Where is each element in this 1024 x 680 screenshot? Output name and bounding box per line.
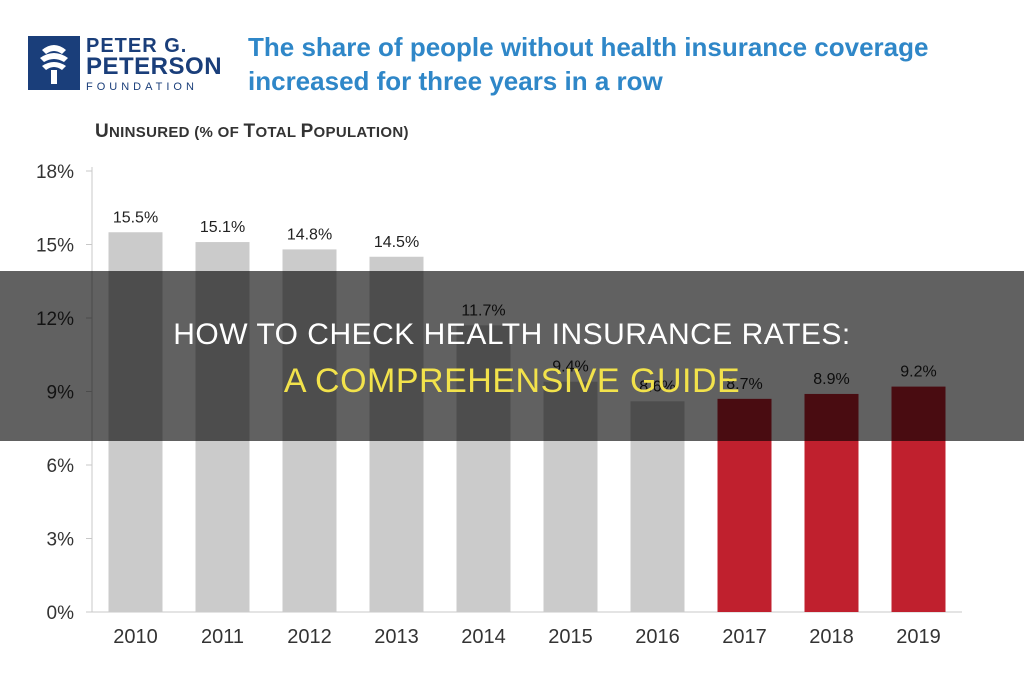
logo-line1: PETER G.	[86, 35, 188, 57]
x-tick-label: 2011	[201, 626, 244, 648]
x-tick-label: 2013	[374, 626, 419, 648]
x-tick-label: 2012	[287, 626, 332, 648]
chart-headline: The share of people without health insur…	[248, 30, 1008, 98]
x-tick-label: 2019	[896, 626, 941, 648]
bar-data-label: 14.8%	[287, 226, 332, 243]
y-tick-label: 0%	[47, 603, 75, 624]
bar-data-label: 15.5%	[113, 209, 158, 226]
torch-logo-icon	[28, 36, 80, 90]
chart-title: UNINSURED (% OF TOTAL POPULATION)	[95, 121, 409, 143]
bar-data-label: 15.1%	[200, 219, 245, 236]
y-tick-label: 18%	[36, 162, 74, 183]
y-tick-label: 15%	[36, 236, 74, 257]
x-tick-label: 2016	[635, 626, 680, 648]
logo-line3: FOUNDATION	[86, 81, 198, 93]
x-tick-label: 2018	[809, 626, 854, 648]
title-banner	[0, 271, 1024, 441]
y-tick-label: 6%	[47, 456, 75, 477]
title-part: OPULATION)	[313, 124, 409, 141]
bar-data-label: 14.5%	[374, 234, 419, 251]
title-part: U	[95, 121, 110, 142]
title-part: P	[300, 121, 314, 142]
x-tick-label: 2010	[113, 626, 158, 648]
title-part: OTAL	[255, 124, 301, 141]
x-tick-label: 2014	[461, 626, 506, 648]
logo-line2: PETERSON	[86, 53, 223, 80]
headline-line2: increased for three years in a row	[248, 66, 663, 96]
x-tick-label: 2015	[548, 626, 593, 648]
headline-line1: The share of people without health insur…	[248, 32, 929, 62]
y-tick-label: 3%	[47, 530, 75, 551]
title-part: T	[243, 121, 256, 142]
banner-subtitle: A COMPREHENSIVE GUIDE	[283, 362, 741, 400]
title-part: NINSURED (% OF	[109, 124, 244, 141]
banner-title: HOW TO CHECK HEALTH INSURANCE RATES:	[173, 318, 851, 351]
x-tick-label: 2017	[722, 626, 767, 648]
logo-wordmark: PETER G. PETERSON FOUNDATION	[86, 36, 222, 94]
foundation-logo: PETER G. PETERSON FOUNDATION	[28, 36, 228, 94]
